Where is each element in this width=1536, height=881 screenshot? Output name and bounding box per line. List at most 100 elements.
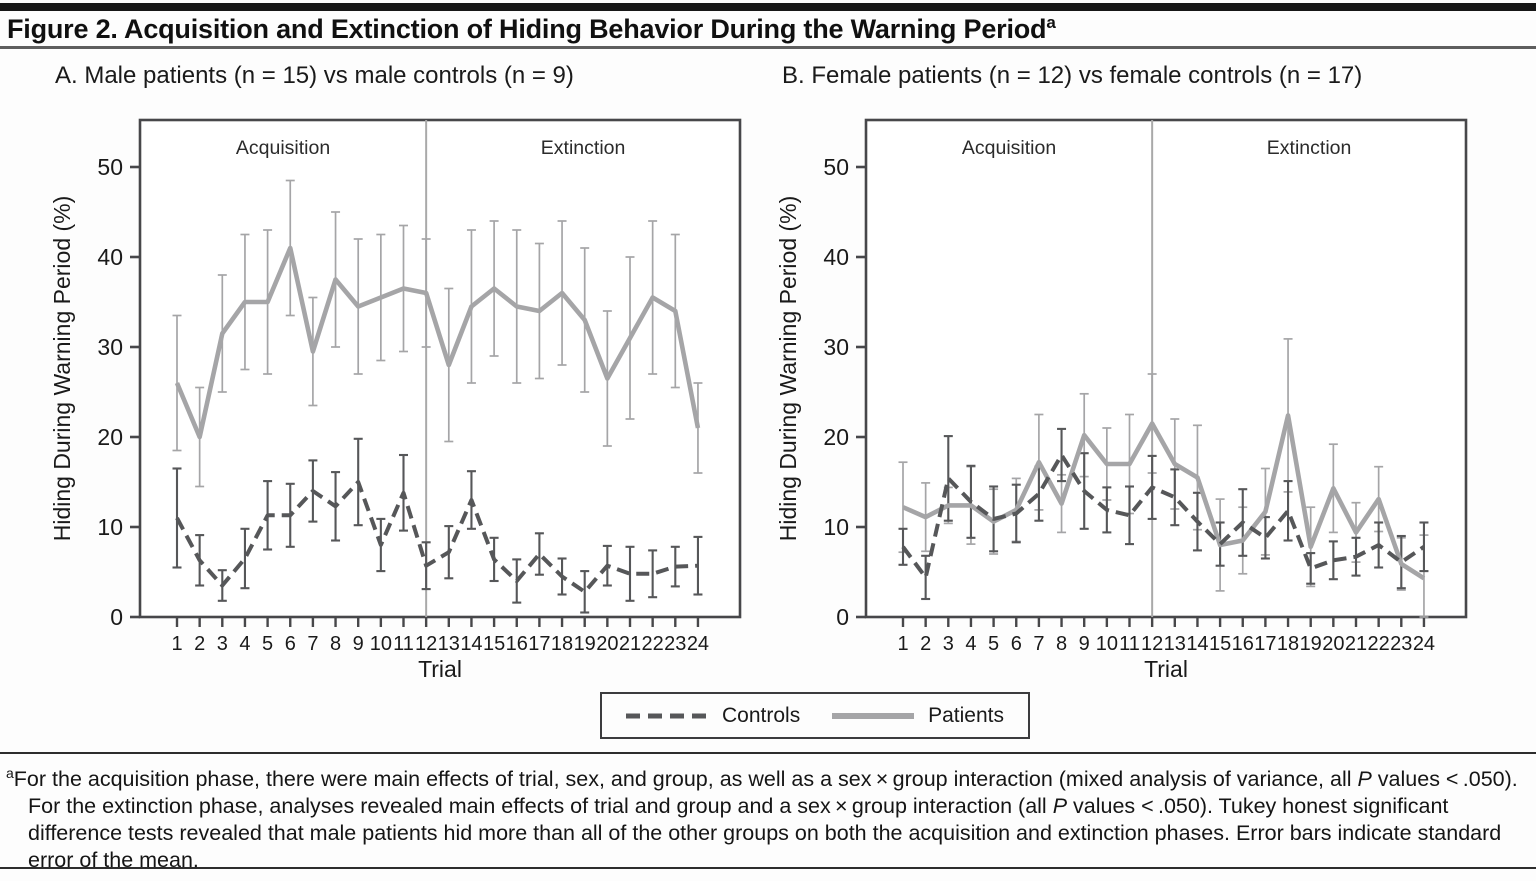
x-tick-label: 15 — [1209, 633, 1231, 655]
title-divider-rule — [0, 46, 1536, 49]
phase-labels: Acquisition Extinction — [236, 137, 625, 159]
x-tick-label: 20 — [596, 633, 618, 655]
phase-labels: Acquisition Extinction — [962, 137, 1351, 159]
x-tick-label: 8 — [1056, 633, 1067, 655]
patients-line — [174, 245, 701, 440]
x-tick-label: 13 — [438, 633, 460, 655]
y-tick-label: 30 — [97, 334, 123, 360]
y-tick-label: 50 — [97, 154, 123, 180]
footnote-text: aFor the acquisition phase, there were m… — [6, 760, 1530, 873]
y-axis-title: Hiding During Warning Period (%) — [49, 196, 75, 542]
x-tick-label: 14 — [1186, 633, 1208, 655]
x-tick-label: 8 — [330, 633, 341, 655]
legend-label: Patients — [928, 703, 1004, 727]
footnote-italic-segment: P — [1357, 767, 1372, 792]
acquisition-label: Acquisition — [962, 137, 1056, 159]
legend-label: Controls — [722, 703, 801, 727]
x-tick-label: 18 — [1277, 633, 1299, 655]
extinction-label: Extinction — [1267, 137, 1352, 159]
x-tick-label: 10 — [370, 633, 392, 655]
x-tick-label: 17 — [528, 633, 550, 655]
x-tick-label: 21 — [1345, 633, 1367, 655]
x-tick-label: 6 — [1011, 633, 1022, 655]
x-tick-label: 2 — [194, 633, 205, 655]
x-tick-label: 19 — [574, 633, 596, 655]
plot-box — [138, 118, 742, 619]
x-tick-label: 20 — [1322, 633, 1344, 655]
x-tick-label: 12 — [415, 633, 437, 655]
x-tick-label: 21 — [619, 633, 641, 655]
panel-a-plot: Acquisition Extinction 0 10 20 30 40 50 1 2 3 4 5 6 7 8… — [49, 118, 742, 682]
x-tick-label: 17 — [1254, 633, 1276, 655]
panel-a-title: A. Male patients (n = 15) vs male contro… — [55, 62, 574, 89]
x-tick-label: 7 — [1033, 633, 1044, 655]
x-tick-label: 13 — [1164, 633, 1186, 655]
panel-b-title: B. Female patients (n = 12) vs female co… — [782, 62, 1363, 89]
controls-line — [901, 453, 1426, 580]
patients-line — [902, 413, 1426, 581]
legend-patients-line-sample — [832, 712, 915, 719]
top-rule-bar — [0, 3, 1536, 11]
legend: Controls Patients — [600, 692, 1030, 739]
x-axis: 1 2 3 4 5 6 7 8 9 10 11 12 13 14 15 16 17 18 19 20 21 22 23 24 — [897, 617, 1435, 655]
x-tick-label: 9 — [1079, 633, 1090, 655]
y-tick-label: 50 — [823, 154, 849, 180]
acquisition-label: Acquisition — [236, 137, 330, 159]
x-tick-label: 15 — [483, 633, 505, 655]
y-tick-label: 20 — [97, 424, 123, 450]
legend-item-patients: Patients — [832, 704, 1004, 728]
x-tick-label: 19 — [1300, 633, 1322, 655]
footnote-segment: values < .050). For the extinction phase… — [28, 767, 1518, 818]
x-tick-label: 7 — [307, 633, 318, 655]
x-tick-label: 16 — [506, 633, 528, 655]
y-tick-label: 0 — [836, 604, 849, 630]
x-tick-label: 22 — [1368, 633, 1390, 655]
extinction-label: Extinction — [541, 137, 626, 159]
x-tick-label: 1 — [897, 633, 908, 655]
x-tick-label: 22 — [642, 633, 664, 655]
figure-title-footnote-marker: a — [1046, 13, 1056, 32]
y-tick-label: 20 — [823, 424, 849, 450]
footnote-marker: a — [6, 765, 14, 781]
figure-title-text: Figure 2. Acquisition and Extinction of … — [7, 14, 1047, 44]
panel-b-chart: Acquisition Extinction 0 10 20 30 40 50 1 2 3 4 5 6 7 8… — [756, 105, 1496, 685]
x-tick-label: 11 — [1119, 633, 1140, 655]
y-tick-label: 10 — [823, 514, 849, 540]
x-tick-label: 5 — [262, 633, 273, 655]
x-tick-label: 16 — [1232, 633, 1254, 655]
x-tick-label: 18 — [551, 633, 573, 655]
legend-controls-line-sample — [626, 713, 708, 718]
y-tick-label: 10 — [97, 514, 123, 540]
x-tick-label: 5 — [988, 633, 999, 655]
y-tick-label: 40 — [823, 244, 849, 270]
x-tick-label: 3 — [943, 633, 954, 655]
y-axis: 0 10 20 30 40 50 — [823, 154, 866, 630]
y-tick-label: 40 — [97, 244, 123, 270]
x-tick-label: 4 — [239, 633, 250, 655]
x-axis-title: Trial — [418, 656, 462, 682]
x-tick-label: 23 — [664, 633, 686, 655]
footnote-top-rule — [0, 752, 1536, 754]
y-tick-label: 30 — [823, 334, 849, 360]
x-tick-label: 6 — [285, 633, 296, 655]
x-tick-label: 4 — [965, 633, 976, 655]
y-tick-label: 0 — [110, 604, 123, 630]
footnote-italic-segment: P — [1052, 793, 1068, 818]
x-axis-title: Trial — [1144, 656, 1188, 682]
x-tick-label: 11 — [393, 633, 414, 655]
x-tick-label: 1 — [171, 633, 182, 655]
x-tick-label: 2 — [920, 633, 931, 655]
x-tick-label: 12 — [1141, 633, 1163, 655]
plot-box — [864, 118, 1468, 619]
legend-item-controls: Controls — [626, 704, 800, 728]
figure-title: Figure 2. Acquisition and Extinction of … — [7, 13, 1529, 45]
footnote-segment: For the acquisition phase, there were ma… — [13, 767, 1358, 792]
y-axis-title: Hiding During Warning Period (%) — [775, 196, 801, 542]
x-tick-label: 24 — [687, 633, 709, 655]
x-tick-label: 23 — [1390, 633, 1412, 655]
x-tick-label: 14 — [460, 633, 482, 655]
x-axis: 1 2 3 4 5 6 7 8 9 10 11 12 13 14 15 16 17 18 19 20 21 22 23 24 — [171, 617, 709, 655]
x-tick-label: 9 — [353, 633, 364, 655]
